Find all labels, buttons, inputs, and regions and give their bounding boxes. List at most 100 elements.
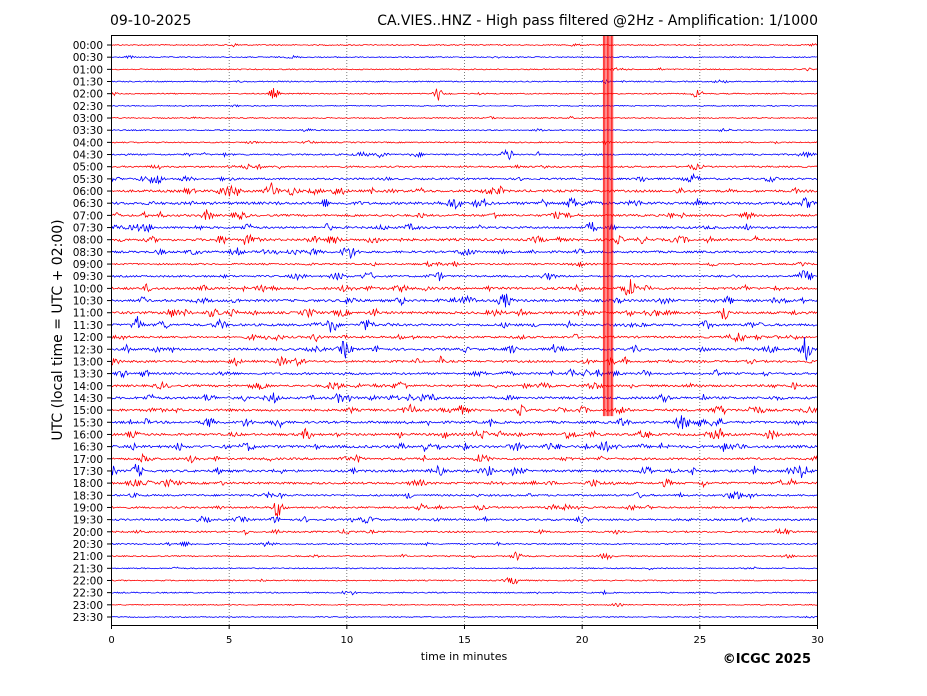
y-tick-label: 12:30	[73, 344, 103, 356]
y-tick-label: 08:30	[73, 247, 103, 259]
trace-1100	[111, 307, 818, 321]
chart-date: 09-10-2025	[110, 13, 191, 29]
trace-1500	[111, 403, 818, 416]
trace-1900	[111, 502, 818, 517]
trace-0330	[111, 127, 818, 133]
trace-2030	[111, 540, 818, 548]
y-tick-label: 19:00	[73, 502, 103, 514]
copyright: ©ICGC 2025	[723, 652, 811, 667]
trace-1800	[111, 477, 818, 489]
x-tick-label: 0	[108, 635, 114, 646]
trace-1300	[111, 355, 818, 367]
trace-0130	[111, 79, 818, 85]
trace-1730	[111, 463, 818, 479]
y-tick-label: 17:30	[73, 466, 103, 478]
y-tick-label: 17:00	[73, 454, 103, 466]
y-tick-label: 10:30	[73, 296, 103, 308]
trace-0730	[111, 221, 818, 234]
trace-1930	[111, 515, 818, 524]
y-tick-label: 11:00	[73, 308, 103, 320]
y-tick-label: 22:30	[73, 588, 103, 600]
x-axis-label: time in minutes	[421, 650, 508, 663]
y-tick-label: 16:30	[73, 442, 103, 454]
trace-1600	[111, 427, 818, 440]
y-tick-label: 07:30	[73, 223, 103, 235]
y-tick-label: 00:00	[73, 40, 103, 52]
trace-2300	[111, 602, 818, 607]
trace-0900	[111, 260, 818, 268]
y-tick-label: 15:00	[73, 405, 103, 417]
trace-0030	[111, 54, 818, 60]
x-tick-label: 15	[458, 635, 471, 646]
trace-0500	[111, 163, 818, 171]
traces	[111, 36, 818, 619]
y-tick-label: 04:00	[73, 137, 103, 149]
y-tick-label: 09:00	[73, 259, 103, 271]
trace-1000	[111, 279, 818, 296]
y-tick-label: 21:00	[73, 551, 103, 563]
trace-1700	[111, 452, 818, 464]
y-tick-label: 00:30	[73, 52, 103, 64]
trace-2000	[111, 527, 818, 536]
trace-2200	[111, 577, 818, 585]
trace-0200	[111, 88, 818, 101]
trace-1230	[111, 337, 818, 361]
trace-1200	[111, 332, 818, 343]
trace-2230	[111, 589, 818, 596]
x-tick-label: 20	[576, 635, 589, 646]
trace-1130	[111, 316, 818, 333]
y-tick-label: 15:30	[73, 417, 103, 429]
y-tick-label: 03:00	[73, 113, 103, 125]
trace-1330	[111, 368, 818, 379]
y-tick-label: 02:30	[73, 101, 103, 113]
trace-0230	[111, 104, 818, 108]
y-tick-label: 18:30	[73, 490, 103, 502]
y-tick-label: 20:00	[73, 527, 103, 539]
y-tick-label: 04:30	[73, 150, 103, 162]
y-tick-label: 09:30	[73, 271, 103, 283]
y-tick-label: 13:00	[73, 356, 103, 368]
trace-1530	[111, 415, 818, 430]
y-ticks: 00:0000:3001:0001:3002:0002:3003:0003:30…	[73, 40, 111, 624]
y-tick-label: 16:00	[73, 429, 103, 441]
trace-0800	[111, 233, 818, 245]
trace-2130	[111, 566, 818, 571]
y-tick-label: 01:30	[73, 77, 103, 89]
trace-0700	[111, 209, 818, 221]
y-axis-label: UTC (local time = UTC + 02:00)	[50, 219, 66, 440]
y-tick-label: 07:00	[73, 210, 103, 222]
trace-0100	[111, 66, 818, 72]
trace-1400	[111, 380, 818, 391]
y-tick-label: 06:00	[73, 186, 103, 198]
x-ticks: 0 5 10 15 20 25 30	[108, 625, 824, 646]
y-tick-label: 01:00	[73, 64, 103, 76]
y-tick-label: 12:00	[73, 332, 103, 344]
trace-0430	[111, 148, 818, 161]
y-tick-label: 21:30	[73, 563, 103, 575]
y-tick-label: 14:30	[73, 393, 103, 405]
y-tick-label: 11:30	[73, 320, 103, 332]
trace-0630	[111, 196, 818, 210]
y-tick-label: 14:00	[73, 381, 103, 393]
y-tick-label: 10:00	[73, 283, 103, 295]
y-tick-label: 06:30	[73, 198, 103, 210]
trace-0600	[111, 182, 818, 197]
x-tick-label: 5	[226, 635, 232, 646]
y-tick-label: 20:30	[73, 539, 103, 551]
y-tick-label: 23:30	[73, 612, 103, 624]
trace-1030	[111, 293, 818, 308]
trace-2330	[111, 615, 818, 619]
y-tick-label: 13:30	[73, 369, 103, 381]
trace-2100	[111, 551, 818, 562]
trace-1830	[111, 490, 818, 500]
y-tick-label: 23:00	[73, 600, 103, 612]
y-tick-label: 05:00	[73, 162, 103, 174]
y-tick-label: 22:00	[73, 575, 103, 587]
x-tick-label: 25	[693, 635, 706, 646]
y-tick-label: 18:00	[73, 478, 103, 490]
trace-0530	[111, 172, 818, 185]
trace-0930	[111, 270, 818, 282]
x-tick-label: 30	[811, 635, 824, 646]
trace-0300	[111, 115, 818, 120]
